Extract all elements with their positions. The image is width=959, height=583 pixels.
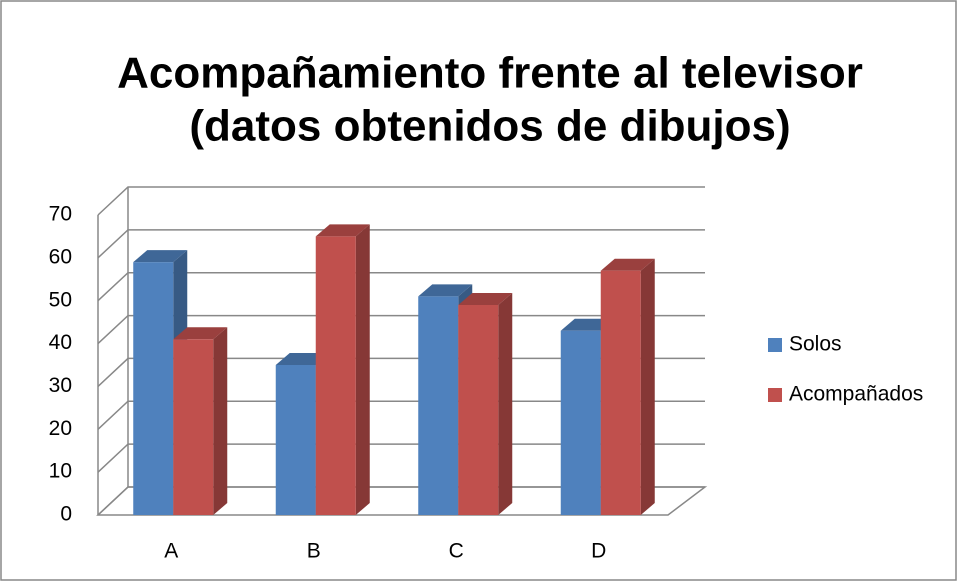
x-tick-label: C — [449, 540, 464, 563]
bar-top — [458, 293, 513, 305]
bar-side — [355, 224, 370, 515]
bar-side — [213, 327, 228, 515]
bar — [133, 262, 174, 515]
grid-line — [97, 271, 705, 302]
bar-top — [133, 250, 188, 263]
bar-top — [600, 258, 655, 271]
chart-title: Acompañamiento frente al televisor — [117, 49, 863, 98]
legend-swatch — [768, 338, 782, 352]
y-tick-label: 30 — [49, 374, 72, 397]
y-tick-label: 20 — [49, 417, 72, 440]
grid-line — [97, 314, 705, 345]
grid-line — [97, 186, 705, 216]
bar-side — [498, 293, 513, 515]
bar — [560, 330, 601, 515]
bar-top — [173, 327, 228, 340]
legend-label: Acompañados — [789, 383, 923, 406]
chart-title: (datos obtenidos de dibujos) — [189, 102, 790, 151]
y-tick-label: 60 — [49, 245, 72, 268]
bar-side — [640, 258, 655, 515]
bar — [173, 339, 214, 515]
bar — [275, 365, 316, 515]
grid-line — [97, 229, 705, 259]
y-tick-label: 0 — [60, 503, 72, 526]
legend-label: Solos — [789, 333, 842, 356]
grid-line — [97, 357, 705, 387]
bar-top — [418, 284, 473, 297]
x-tick-label: D — [591, 540, 606, 563]
bar — [600, 270, 641, 515]
y-tick-label: 10 — [49, 460, 72, 483]
bar — [315, 236, 356, 515]
bar-top — [315, 224, 370, 237]
grid-line — [97, 486, 705, 516]
y-tick-label: 50 — [49, 288, 72, 311]
x-tick-label: A — [164, 540, 178, 563]
y-tick-label: 40 — [49, 331, 72, 354]
x-tick-label: B — [307, 540, 321, 563]
grid-line — [97, 443, 705, 473]
legend-swatch — [768, 388, 782, 402]
y-tick-label: 70 — [49, 203, 72, 226]
bar — [418, 296, 459, 515]
grid-line — [97, 400, 705, 430]
bar — [458, 305, 499, 515]
